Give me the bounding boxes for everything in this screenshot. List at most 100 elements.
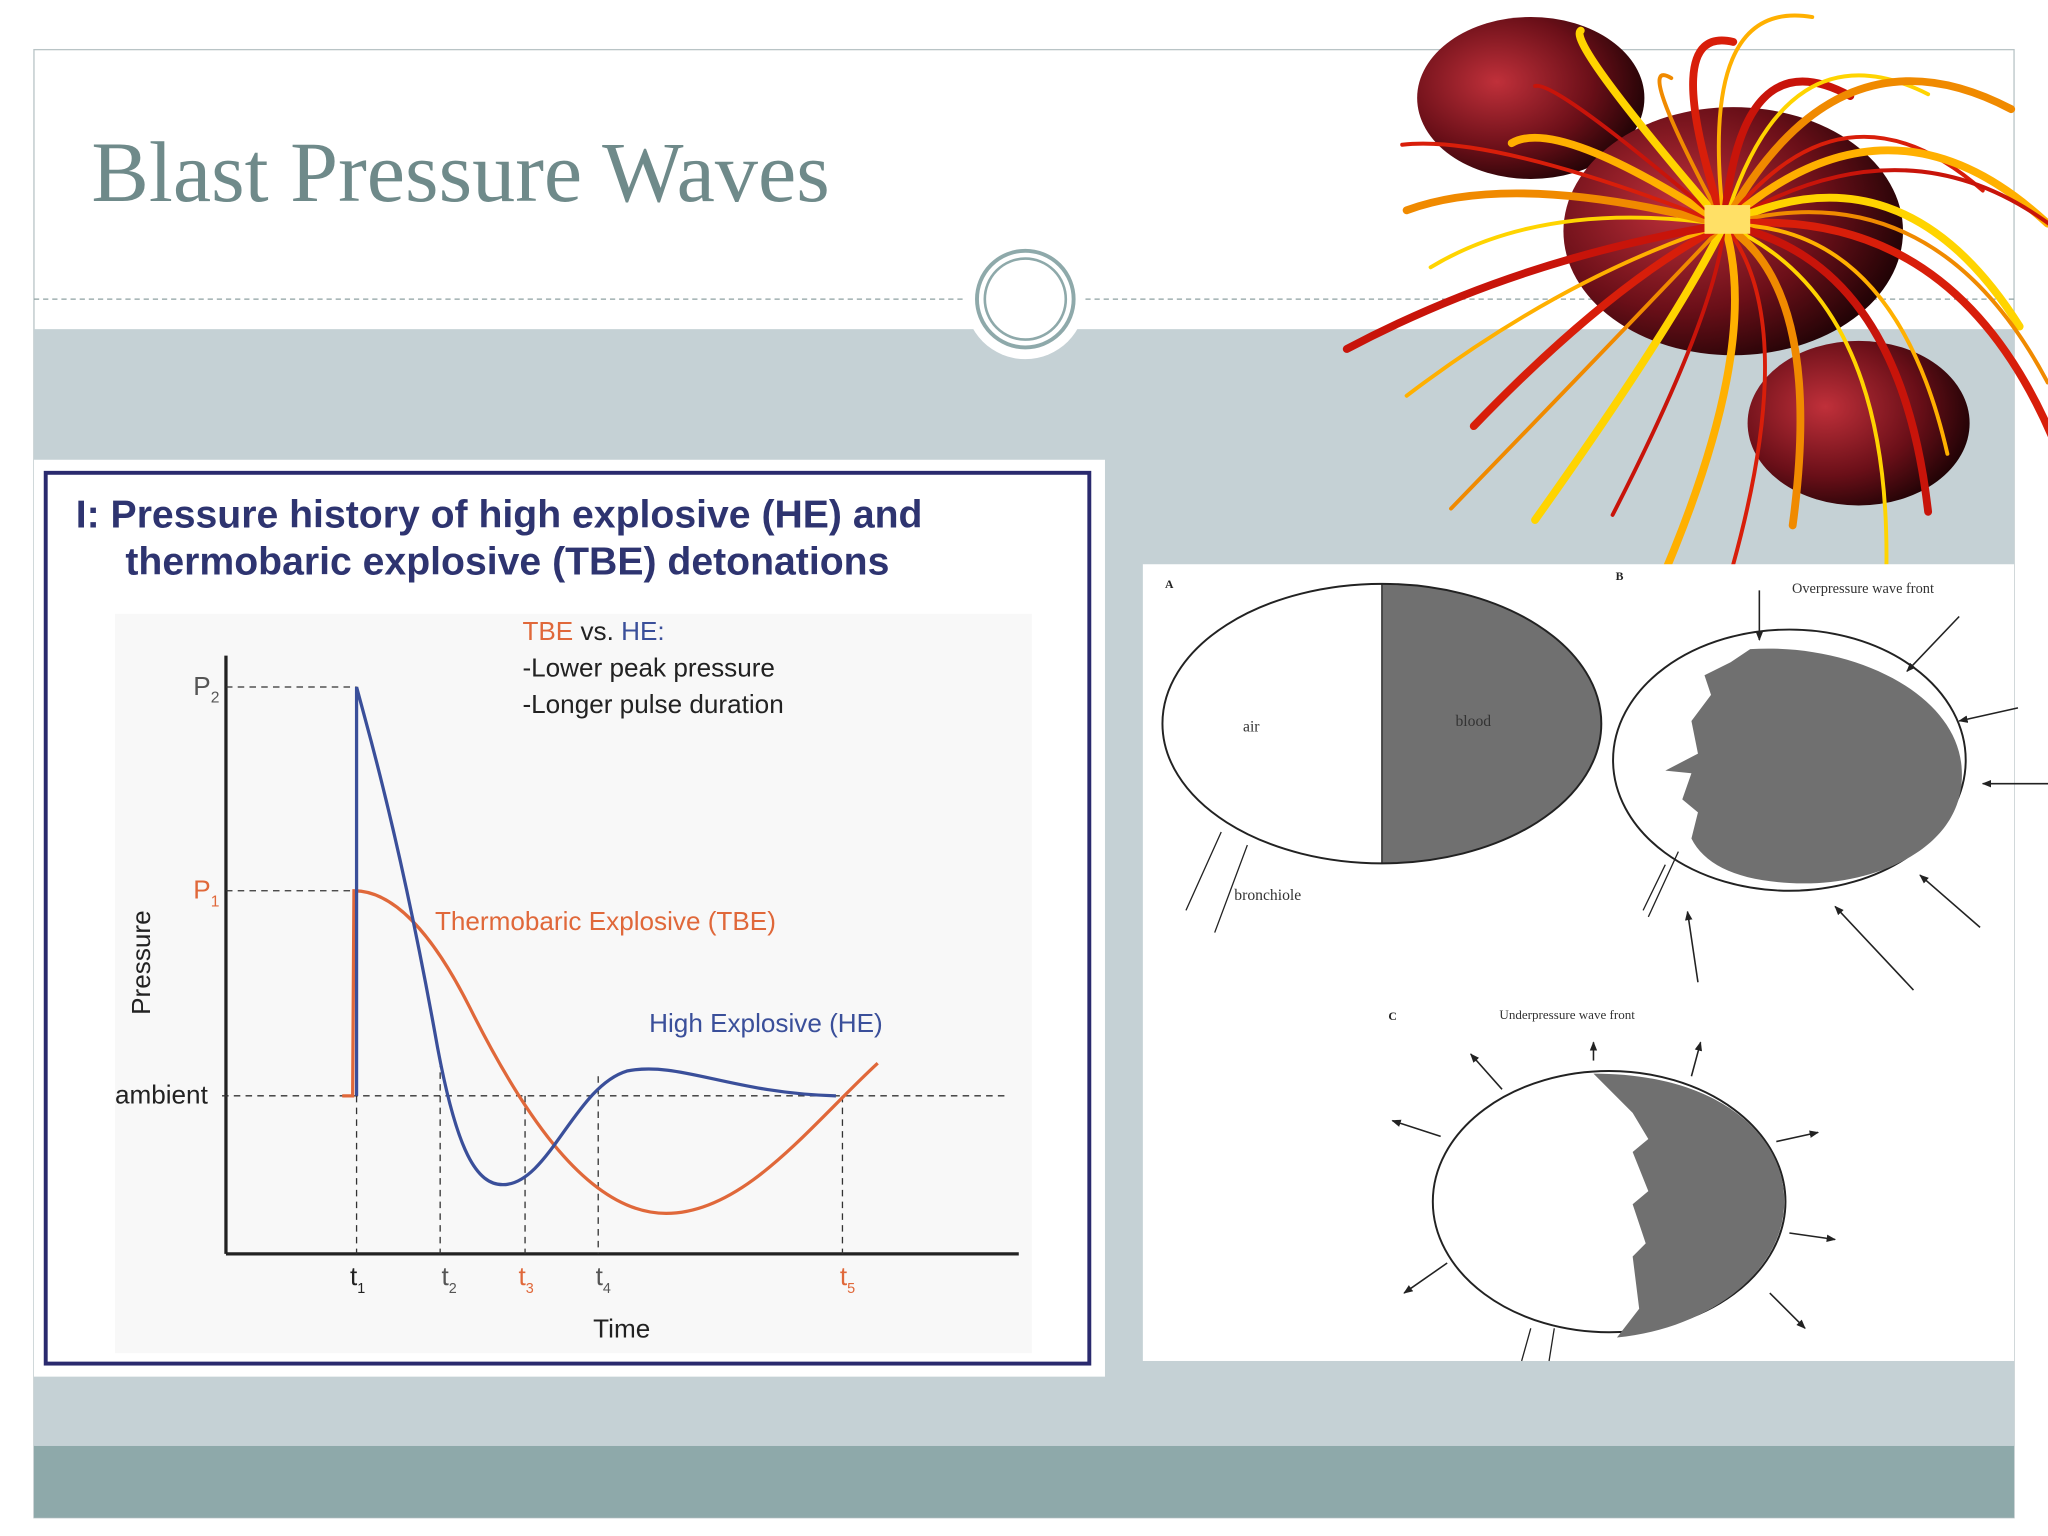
comparison-heading: TBE vs. HE: bbox=[522, 616, 664, 646]
burst-ray bbox=[1657, 73, 1727, 227]
alveolus bbox=[1612, 628, 1967, 892]
x-axis-label: Time bbox=[593, 1313, 650, 1343]
burst-ray bbox=[1722, 222, 1889, 572]
burst-ray bbox=[1720, 218, 2048, 438]
burst-ray bbox=[1575, 26, 1728, 229]
burst-ray bbox=[1400, 141, 1727, 227]
burst-ray bbox=[1531, 220, 1728, 524]
arrow bbox=[1685, 910, 1699, 983]
burst-ray bbox=[1716, 13, 1815, 227]
arrow bbox=[1690, 1041, 1703, 1077]
pressure-label-main: P bbox=[193, 875, 210, 905]
he-curve bbox=[354, 686, 836, 1187]
vs-label: vs. bbox=[580, 616, 613, 646]
tbe-curve-label: Thermobaric Explosive (TBE) bbox=[435, 906, 776, 936]
slide-title: Blast Pressure Waves bbox=[91, 124, 829, 220]
time-label: t5 bbox=[840, 1261, 855, 1297]
comparison-point: -Lower peak pressure bbox=[522, 653, 775, 683]
burst-ray bbox=[1610, 222, 1727, 517]
time-label-sub: 4 bbox=[603, 1281, 611, 1297]
explosion-graphic bbox=[1342, 13, 2048, 597]
arrow bbox=[1834, 905, 1915, 991]
divider-ring bbox=[975, 248, 1076, 350]
bronchiole-tube bbox=[1521, 1328, 1555, 1362]
comparison-point: -Longer pulse duration bbox=[522, 689, 783, 719]
plot-area bbox=[114, 613, 1032, 1354]
orb bbox=[1747, 340, 1970, 506]
underpressure-label: Underpressure wave front bbox=[1499, 1007, 1635, 1022]
overpressure-label: Overpressure wave front bbox=[1792, 581, 1934, 597]
divider-ring bbox=[983, 257, 1068, 341]
panel-label: C bbox=[1388, 1010, 1397, 1023]
arrow bbox=[1769, 1292, 1806, 1329]
arrow bbox=[1403, 1262, 1448, 1294]
time-label: t4 bbox=[596, 1261, 611, 1297]
pressure-label-sub: 2 bbox=[211, 690, 220, 707]
burst-ray bbox=[1342, 220, 1728, 353]
blood-region bbox=[1593, 1073, 1785, 1338]
footer-band bbox=[33, 1445, 2015, 1518]
time-label-sub: 1 bbox=[357, 1281, 365, 1297]
burst-ray bbox=[1720, 77, 1855, 229]
arrow bbox=[1470, 1053, 1503, 1090]
burst-ray bbox=[1720, 193, 2024, 331]
y-axis-label: Pressure bbox=[126, 910, 156, 1014]
arrow bbox=[1958, 707, 2019, 723]
arrow bbox=[1906, 615, 1960, 673]
blood-region bbox=[1665, 648, 1962, 884]
burst-ray bbox=[1449, 222, 1727, 511]
flash bbox=[1704, 205, 1751, 234]
time-label-main: t bbox=[519, 1261, 527, 1291]
arrows bbox=[1391, 590, 2048, 1329]
time-label: t1 bbox=[350, 1261, 365, 1297]
blood-region bbox=[1381, 583, 1602, 864]
pressure-label-sub: 1 bbox=[211, 893, 220, 910]
burst-ray bbox=[1428, 215, 1727, 270]
bronchiole-label: bronchiole bbox=[1234, 887, 1301, 904]
burst-ray bbox=[1507, 133, 1728, 229]
burst-ray bbox=[1652, 220, 1739, 597]
time-label-main: t bbox=[596, 1261, 604, 1291]
burst-ray bbox=[1722, 222, 1767, 567]
air-label: air bbox=[1243, 718, 1260, 735]
divider-badge bbox=[965, 239, 1086, 360]
ambient-label: ambient bbox=[115, 1080, 209, 1110]
arrow bbox=[1919, 874, 1981, 928]
figure1-title: I: Pressure history of high explosive (H… bbox=[76, 494, 923, 537]
time-label: t2 bbox=[441, 1261, 456, 1297]
he-label: HE: bbox=[621, 616, 665, 646]
pressure-label: P1 bbox=[193, 875, 219, 911]
tbe-curve bbox=[342, 889, 879, 1216]
blood-label: blood bbox=[1455, 713, 1491, 730]
bronchiole-tube bbox=[1642, 851, 1679, 918]
arrow bbox=[1776, 1130, 1820, 1143]
bronchiole-tube bbox=[1185, 831, 1248, 933]
burst-ray bbox=[1402, 189, 1728, 229]
burst-ray bbox=[1720, 220, 1805, 530]
arrow bbox=[1391, 1119, 1441, 1138]
pressure-label-main: P bbox=[193, 671, 210, 701]
burst-ray bbox=[1533, 83, 1727, 227]
time-label-main: t bbox=[350, 1261, 358, 1291]
he-curve-label: High Explosive (HE) bbox=[649, 1008, 883, 1038]
burst-ray bbox=[1722, 222, 1950, 456]
figure1-title: thermobaric explosive (TBE) detonations bbox=[125, 541, 889, 584]
tbe-label: TBE bbox=[522, 616, 573, 646]
burst-ray bbox=[1722, 210, 2048, 385]
time-label-sub: 5 bbox=[847, 1281, 855, 1297]
panel-label: B bbox=[1616, 570, 1624, 583]
burst-ray bbox=[1469, 220, 1728, 431]
pressure-label: P2 bbox=[193, 671, 219, 707]
time-label-sub: 3 bbox=[526, 1281, 534, 1297]
burst-ray bbox=[1720, 146, 2048, 229]
time-label-sub: 2 bbox=[449, 1281, 457, 1297]
time-label-main: t bbox=[840, 1261, 848, 1291]
burst-ray bbox=[1720, 77, 2016, 229]
burst-ray bbox=[1722, 168, 2048, 227]
time-label-main: t bbox=[441, 1261, 449, 1291]
arrow bbox=[1789, 1232, 1837, 1243]
burst-ray bbox=[1689, 36, 1738, 229]
panel-label: A bbox=[1165, 578, 1174, 591]
time-label: t3 bbox=[519, 1261, 534, 1297]
